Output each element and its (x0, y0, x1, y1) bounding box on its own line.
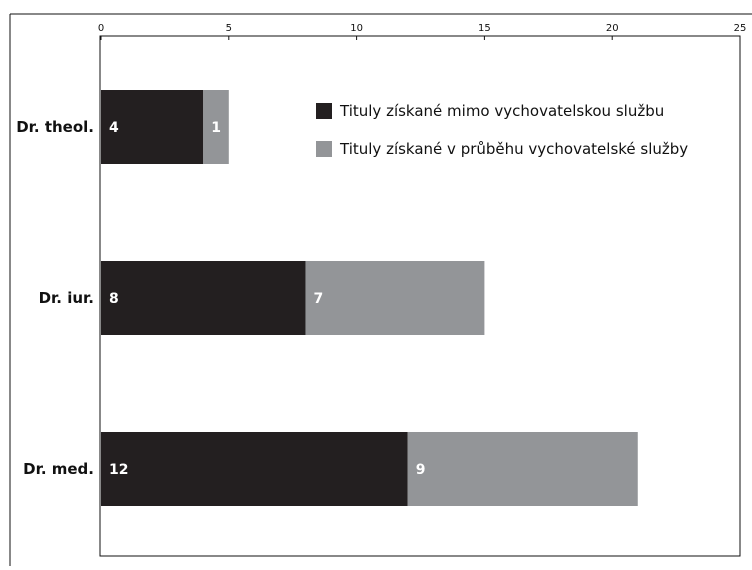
legend-label: Tituly získané v průběhu vychovatelské s… (339, 140, 688, 158)
data-label: 12 (109, 462, 128, 478)
x-tick-label: 25 (734, 23, 747, 34)
x-axis: 0 5 10 15 20 25 (98, 23, 747, 40)
bar-segment (101, 261, 306, 335)
bar-segment (407, 432, 638, 506)
x-tick-label: 20 (606, 23, 619, 34)
x-tick-label: 10 (350, 23, 363, 34)
bar-segment (203, 90, 229, 164)
category-labels: Dr. theol. Dr. iur. Dr. med. (16, 118, 94, 478)
legend-swatch (316, 141, 332, 157)
legend: Tituly získané mimo vychovatelskou služb… (316, 102, 688, 158)
data-label: 7 (313, 291, 323, 307)
data-label: 9 (416, 462, 426, 478)
legend-swatch (316, 103, 332, 119)
data-label: 4 (109, 120, 119, 136)
bars: 4 1 8 7 12 9 (101, 90, 638, 506)
bar-segment (305, 261, 485, 335)
x-tick-label: 5 (226, 23, 232, 34)
bar-segment (101, 432, 408, 506)
x-tick-label: 0 (98, 23, 104, 34)
category-label: Dr. med. (23, 460, 94, 478)
x-tick-label: 15 (478, 23, 491, 34)
bar-segment (101, 90, 204, 164)
category-label: Dr. theol. (16, 118, 94, 136)
plot-frame (99, 35, 741, 557)
category-label: Dr. iur. (39, 289, 94, 307)
legend-label: Tituly získané mimo vychovatelskou služb… (339, 102, 664, 120)
data-label: 1 (211, 120, 221, 136)
data-label: 8 (109, 291, 119, 307)
